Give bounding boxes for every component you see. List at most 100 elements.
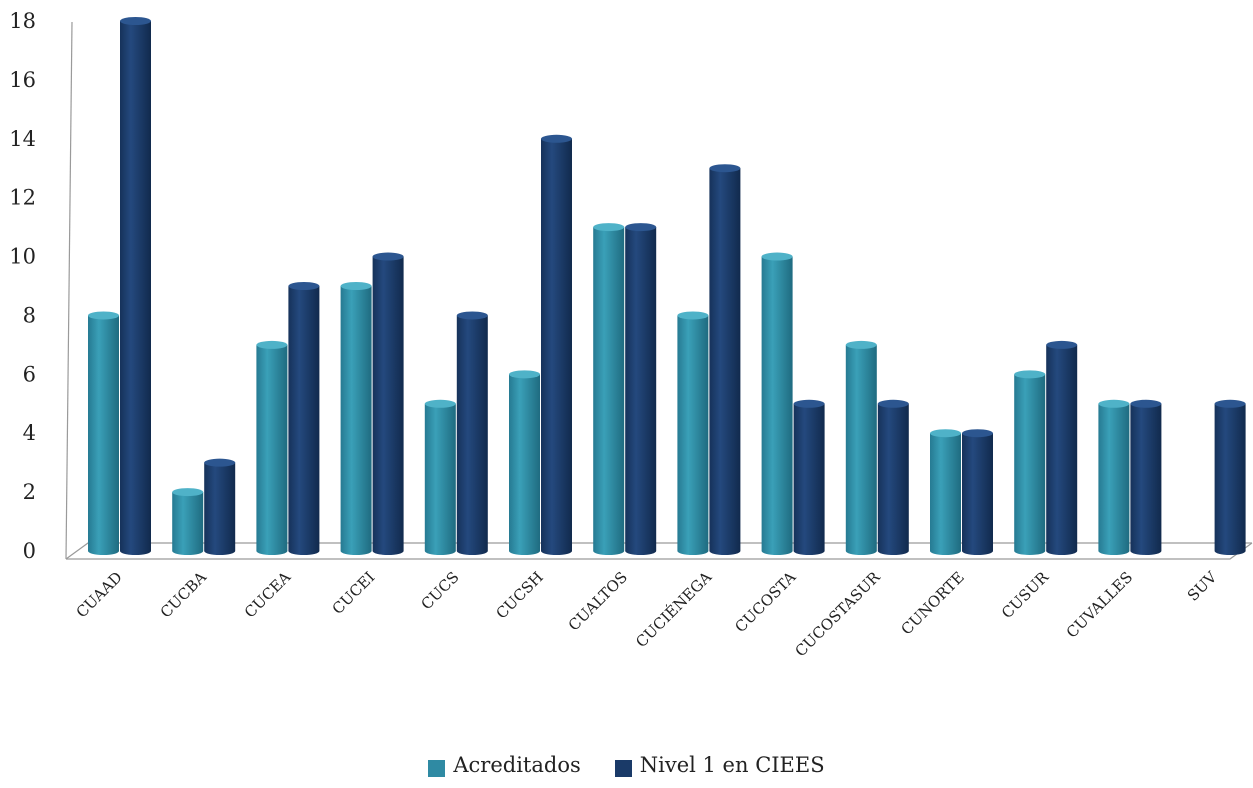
y-tick-label: 0 <box>23 539 36 563</box>
bar-acreditados-cucs <box>424 399 456 555</box>
bar-body <box>793 403 825 555</box>
x-tick-label: CUCOSTA <box>731 568 799 636</box>
x-tick-label: CUCOSTASUR <box>791 568 884 661</box>
bar-acreditados-cuciénega <box>677 311 709 555</box>
bar-nivel1-cucsh <box>541 134 572 555</box>
bar-cap <box>256 340 288 349</box>
bar-body <box>172 492 204 555</box>
bar-body <box>625 227 657 555</box>
x-tick-label: CUCS <box>417 568 462 613</box>
x-tick-label: CUAAD <box>73 568 126 621</box>
bar-body <box>541 138 572 555</box>
bar-acreditados-cucei <box>340 282 372 555</box>
bar-acreditados-cuaad <box>88 311 119 555</box>
bar-cap <box>1214 399 1246 408</box>
bar-cap <box>625 223 657 232</box>
bar-cap <box>677 311 709 320</box>
x-tick-label: CUCEA <box>241 568 294 621</box>
bar-acreditados-cunorte <box>930 429 961 555</box>
bar-cap <box>372 252 404 261</box>
y-tick-label: 16 <box>9 68 36 92</box>
bar-cap <box>593 223 625 232</box>
bar-body <box>877 403 909 555</box>
bar-cap <box>1130 399 1162 408</box>
bar-cap <box>204 458 236 467</box>
x-tick-label: CUALTOS <box>565 568 631 634</box>
bar-cap <box>962 429 993 438</box>
bar-nivel1-cunorte <box>962 429 993 555</box>
y-tick-label: 14 <box>9 127 36 151</box>
legend-item-acreditados: Acreditados <box>428 752 581 777</box>
bar-body <box>709 168 741 555</box>
y-tick-label: 18 <box>9 9 36 33</box>
bar-cap <box>1098 399 1130 408</box>
x-tick-label: CUSUR <box>998 568 1052 622</box>
bar-cap <box>456 311 488 320</box>
bar-body <box>372 256 404 555</box>
bar-cap <box>88 311 119 320</box>
bar-body <box>1098 403 1130 555</box>
bar-cap <box>340 282 372 290</box>
bar-body <box>256 344 288 555</box>
legend-item-nivel1: Nivel 1 en CIEES <box>614 752 825 777</box>
bar-nivel1-suv <box>1214 399 1246 555</box>
bar-acreditados-cucostasur <box>845 340 877 555</box>
bar-body <box>677 315 709 555</box>
bar-body <box>88 315 119 555</box>
x-tick-label: CUCEI <box>329 568 379 618</box>
x-tick-label: CUVALLES <box>1063 568 1136 641</box>
bar-body <box>288 286 320 555</box>
bar-cap <box>1014 370 1046 379</box>
bar-body <box>593 227 625 555</box>
bar-nivel1-cusur <box>1046 340 1078 555</box>
bar-cap <box>1046 340 1078 349</box>
legend: Acreditados Nivel 1 en CIEES <box>0 752 1253 777</box>
bar-cap <box>541 134 572 143</box>
legend-label-nivel1: Nivel 1 en CIEES <box>639 752 825 777</box>
x-tick-label: CUCBA <box>157 568 210 621</box>
bar-cap <box>509 370 540 379</box>
bar-body <box>424 403 456 555</box>
bar-cap <box>172 488 204 497</box>
bar-cap <box>930 429 961 438</box>
legend-swatch-nivel1 <box>614 760 632 777</box>
bar-acreditados-cualtos <box>593 223 625 555</box>
bar-nivel1-cucba <box>204 458 236 555</box>
bar-cap <box>877 399 909 408</box>
legend-swatch-acreditados <box>428 760 446 777</box>
bars <box>88 17 1246 555</box>
bar-nivel1-cuaad <box>120 17 151 555</box>
bar-cap <box>761 252 793 261</box>
bar-body <box>930 433 961 555</box>
x-tick-label: SUV <box>1184 567 1221 604</box>
y-axis-line <box>65 21 73 560</box>
bar-body <box>456 315 488 555</box>
x-tick-label: CUCSH <box>492 568 546 622</box>
bar-body <box>120 21 151 555</box>
bar-body <box>1046 344 1078 555</box>
bar-nivel1-cucei <box>372 252 404 555</box>
bar-nivel1-cuciénega <box>709 164 741 555</box>
bar-cap <box>120 17 151 25</box>
bar-acreditados-cuvalles <box>1098 399 1130 555</box>
x-tick-label: CUCIÉNEGA <box>632 568 715 651</box>
bar-body <box>204 462 236 555</box>
bar-body <box>761 256 793 555</box>
bar-body <box>962 433 993 555</box>
bar-acreditados-cucea <box>256 340 288 555</box>
bar-nivel1-cuvalles <box>1130 399 1162 555</box>
bar-body <box>1014 374 1046 555</box>
bar-cap <box>709 164 741 173</box>
y-tick-label: 10 <box>9 245 36 269</box>
bar-nivel1-cucostasur <box>877 399 909 555</box>
bar-body <box>340 286 372 555</box>
x-tick-label: CUNORTE <box>897 568 967 638</box>
bar-acreditados-cucsh <box>509 370 540 555</box>
bar-body <box>845 344 877 555</box>
y-tick-label: 2 <box>23 480 36 504</box>
bar-cap <box>793 399 825 408</box>
bar-acreditados-cucba <box>172 488 204 555</box>
bar-cap <box>845 340 877 349</box>
